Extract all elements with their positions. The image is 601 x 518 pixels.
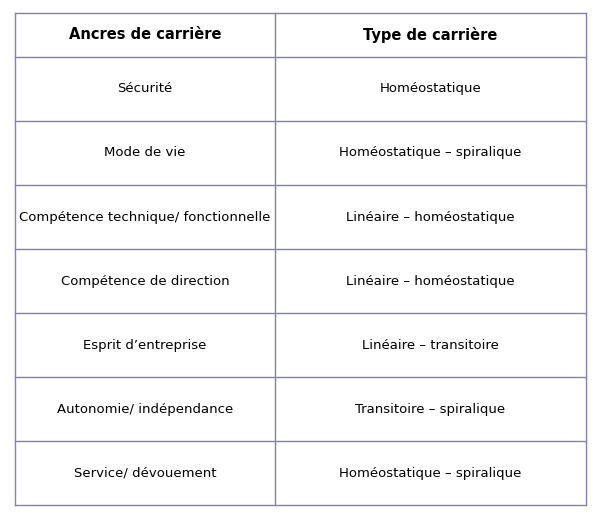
Text: Mode de vie: Mode de vie — [104, 147, 186, 160]
Text: Autonomie/ indépendance: Autonomie/ indépendance — [56, 402, 233, 415]
Text: Esprit d’entreprise: Esprit d’entreprise — [83, 339, 207, 352]
Text: Linéaire – transitoire: Linéaire – transitoire — [362, 339, 499, 352]
Text: Homéostatique – spiralique: Homéostatique – spiralique — [339, 147, 522, 160]
Text: Homéostatique – spiralique: Homéostatique – spiralique — [339, 467, 522, 480]
Text: Linéaire – homéostatique: Linéaire – homéostatique — [346, 275, 514, 287]
Text: Type de carrière: Type de carrière — [363, 27, 498, 43]
Text: Service/ dévouement: Service/ dévouement — [74, 467, 216, 480]
Text: Linéaire – homéostatique: Linéaire – homéostatique — [346, 210, 514, 223]
Text: Homéostatique: Homéostatique — [379, 82, 481, 95]
Text: Ancres de carrière: Ancres de carrière — [69, 27, 221, 42]
Text: Compétence de direction: Compétence de direction — [61, 275, 229, 287]
Text: Transitoire – spiralique: Transitoire – spiralique — [355, 402, 505, 415]
Text: Compétence technique/ fonctionnelle: Compétence technique/ fonctionnelle — [19, 210, 270, 223]
Text: Sécurité: Sécurité — [117, 82, 172, 95]
